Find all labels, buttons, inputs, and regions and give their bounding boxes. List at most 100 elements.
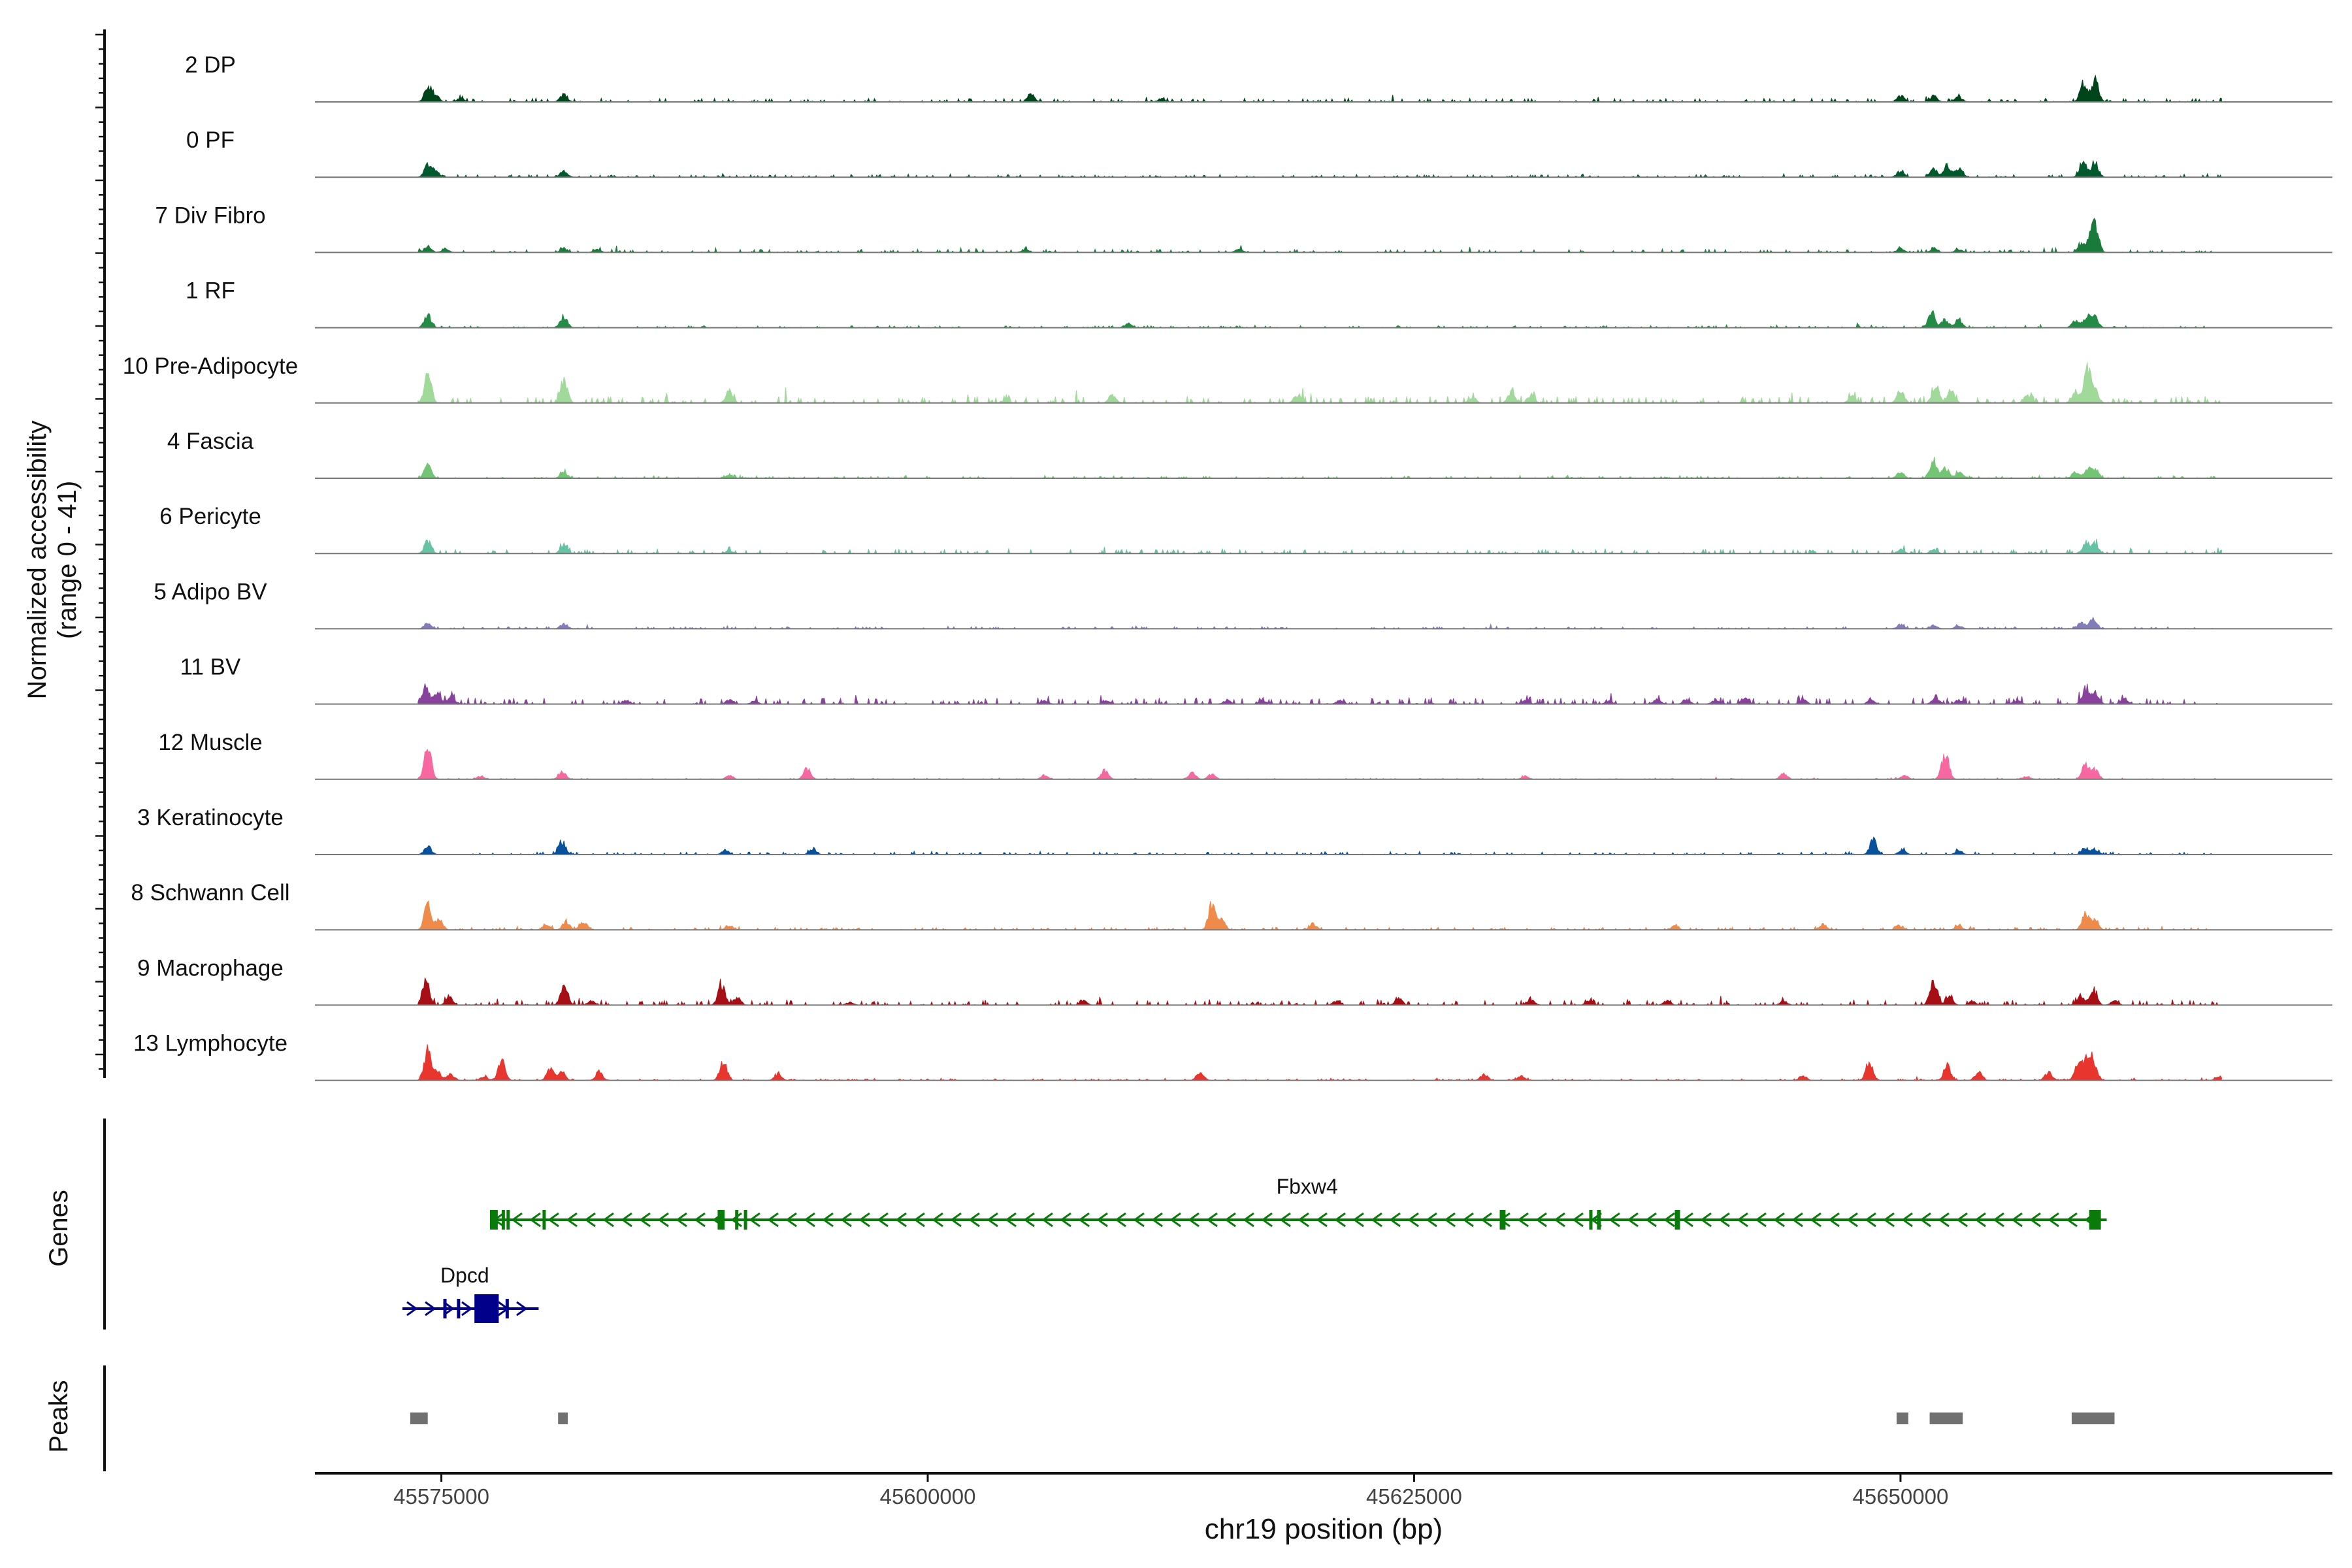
coverage-area [417,748,2222,780]
gene-strand-chevron [1974,1212,1986,1228]
track-5-adipo-bv: 5 Adipo BV [154,579,2332,630]
gene-strand-chevron [1535,1212,1547,1228]
gene-strand-chevron [877,1212,889,1228]
gene-strand-chevron [694,1212,706,1228]
gene-strand-chevron [1645,1212,1657,1228]
gene-strand-chevron [730,1212,742,1228]
track-0-pf: 0 PF [186,127,2332,178]
coverage-area [417,538,2222,555]
gene-strand-chevron [1480,1212,1492,1228]
gene-strand-chevron [1279,1212,1291,1228]
gene-exon [1589,1210,1593,1230]
gene-exon [735,1210,739,1230]
gene-exon [717,1210,725,1230]
gene-strand-chevron [547,1212,559,1228]
coverage-area [417,310,2222,329]
track-label: 7 Div Fibro [155,203,265,228]
gene-exon [2089,1210,2101,1230]
track-label: 4 Fascia [167,429,254,454]
gene-strand-chevron [804,1212,815,1228]
coverage-area [417,1044,2222,1081]
gene-fbxw4: Fbxw4 [490,1175,2107,1230]
y-axis-label-line2: (range 0 - 41) [53,481,82,639]
gene-strand-chevron [968,1212,980,1228]
gene-strand-chevron [1883,1212,1895,1228]
gene-strand-chevron [1115,1212,1126,1228]
y-axis-label-line1: Normalized accessibility [23,421,52,700]
gene-strand-chevron [1572,1212,1584,1228]
track-9-macrophage: 9 Macrophage [137,955,2332,1007]
gene-name-label: Dpcd [440,1264,489,1287]
coverage-y-axis [95,29,106,1078]
track-8-schwann-cell: 8 Schwann Cell [131,880,2332,931]
peak-region [1896,1413,1908,1424]
y-axis-label: Normalized accessibility (range 0 - 41) [23,421,82,700]
gene-strand-chevron [2011,1212,2023,1228]
gene-strand-chevron [1243,1212,1254,1228]
genes-panel: Genes Fbxw4 Dpcd [44,1119,2107,1330]
gene-strand-chevron [987,1212,998,1228]
gene-strand-chevron [1718,1212,1730,1228]
gene-strand-chevron [749,1212,760,1228]
gene-strand-chevron [529,1212,541,1228]
gene-strand-chevron [443,1301,455,1316]
gene-strand-chevron [1188,1212,1200,1228]
gene-exon [1676,1210,1680,1230]
track-label: 12 Muscle [158,730,263,755]
track-label: 9 Macrophage [137,955,284,981]
gene-strand-chevron [584,1212,596,1228]
track-label: 0 PF [186,127,235,153]
gene-strand-chevron [425,1301,436,1316]
coverage-area [417,977,2222,1007]
track-11-bv: 11 BV [180,655,2332,706]
gene-strand-chevron [1041,1212,1053,1228]
gene-strand-chevron [1316,1212,1328,1228]
gene-strand-chevron [1956,1212,1968,1228]
track-4-fascia: 4 Fascia [167,429,2332,480]
peak-region [410,1413,428,1424]
gene-strand-chevron [602,1212,614,1228]
coverage-area [417,218,2222,253]
gene-strand-chevron [1060,1212,1071,1228]
gene-strand-chevron [1078,1212,1090,1228]
gene-strand-chevron [1444,1212,1456,1228]
gene-name-label: Fbxw4 [1277,1175,1338,1198]
x-tick-label: 45625000 [1366,1484,1462,1509]
genes-panel-label: Genes [44,1190,73,1267]
track-label: 8 Schwann Cell [131,880,289,906]
track-2-dp: 2 DP [185,52,2332,103]
gene-strand-chevron [932,1212,943,1228]
coverage-area [417,362,2222,404]
gene-strand-chevron [1791,1212,1803,1228]
track-label: 3 Keratinocyte [137,805,284,830]
gene-strand-chevron [1005,1212,1017,1228]
gene-strand-chevron [950,1212,962,1228]
gene-strand-chevron [1663,1212,1675,1228]
coverage-area [417,160,2223,178]
gene-exon [474,1294,499,1323]
track-10-pre-adipocyte: 10 Pre-Adipocyte [123,353,2332,404]
gene-strand-chevron [1261,1212,1273,1228]
gene-strand-chevron [1993,1212,2004,1228]
gene-strand-chevron [639,1212,651,1228]
gene-dpcd: Dpcd [402,1264,539,1323]
gene-exon [542,1210,546,1230]
coverage-area [417,616,2222,630]
track-3-keratinocyte: 3 Keratinocyte [137,805,2332,856]
gene-strand-chevron [621,1212,632,1228]
gene-strand-chevron [1865,1212,1876,1228]
gene-strand-chevron [1023,1212,1035,1228]
gene-strand-chevron [1371,1212,1382,1228]
gene-strand-chevron [1773,1212,1785,1228]
gene-strand-chevron [1828,1212,1840,1228]
gene-exon [443,1299,447,1318]
gene-strand-chevron [1298,1212,1309,1228]
gene-strand-chevron [511,1212,523,1228]
gene-exon [1674,1210,1678,1230]
gene-strand-chevron [1224,1212,1236,1228]
track-label: 6 Pericyte [159,504,261,529]
track-label: 10 Pre-Adipocyte [123,353,298,379]
track-label: 1 RF [186,278,235,304]
peaks-panel: Peaks [44,1365,2115,1471]
